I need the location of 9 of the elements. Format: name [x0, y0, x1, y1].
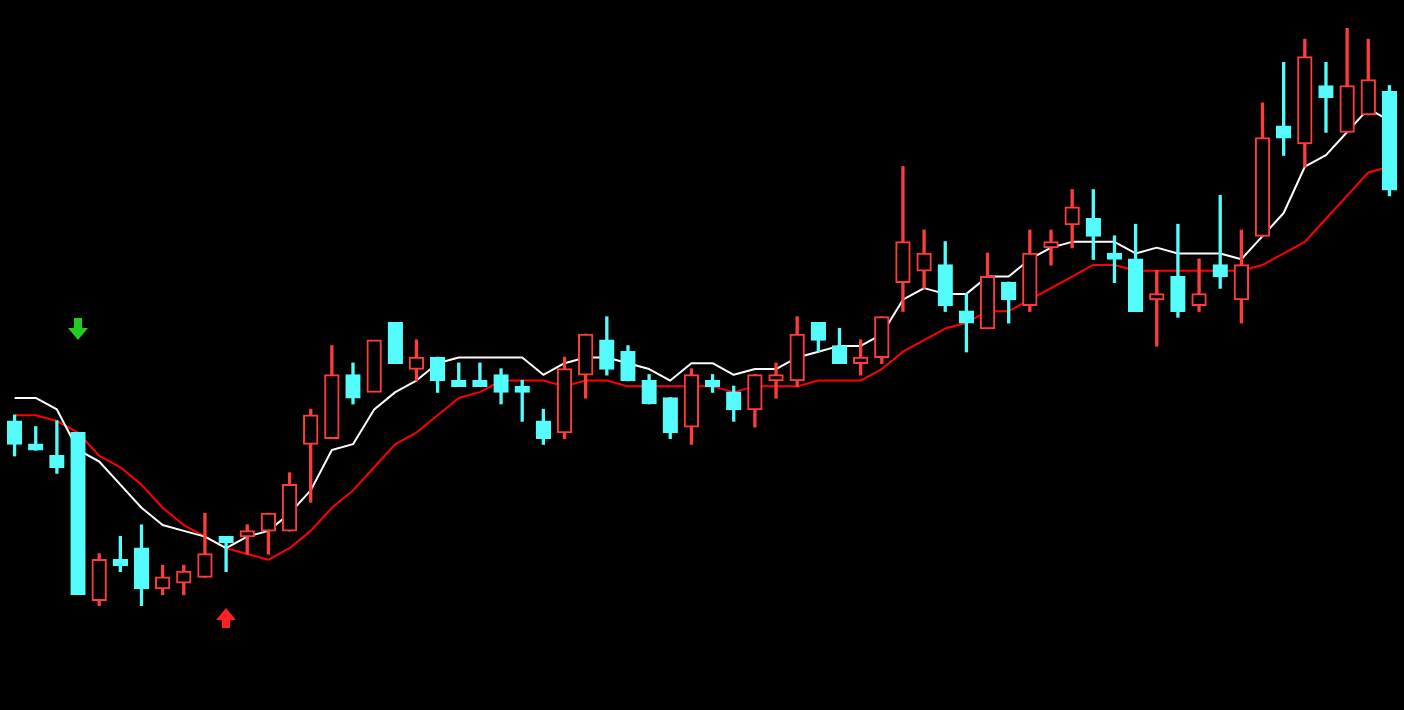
candlestick [49, 420, 65, 474]
candlestick [768, 362, 784, 399]
candlestick [70, 431, 86, 596]
candlestick [366, 339, 382, 393]
candlestick [1318, 62, 1334, 133]
candlestick [218, 535, 234, 572]
candlestick [387, 322, 403, 364]
candlestick [1191, 258, 1207, 312]
candlestick [1043, 229, 1059, 266]
